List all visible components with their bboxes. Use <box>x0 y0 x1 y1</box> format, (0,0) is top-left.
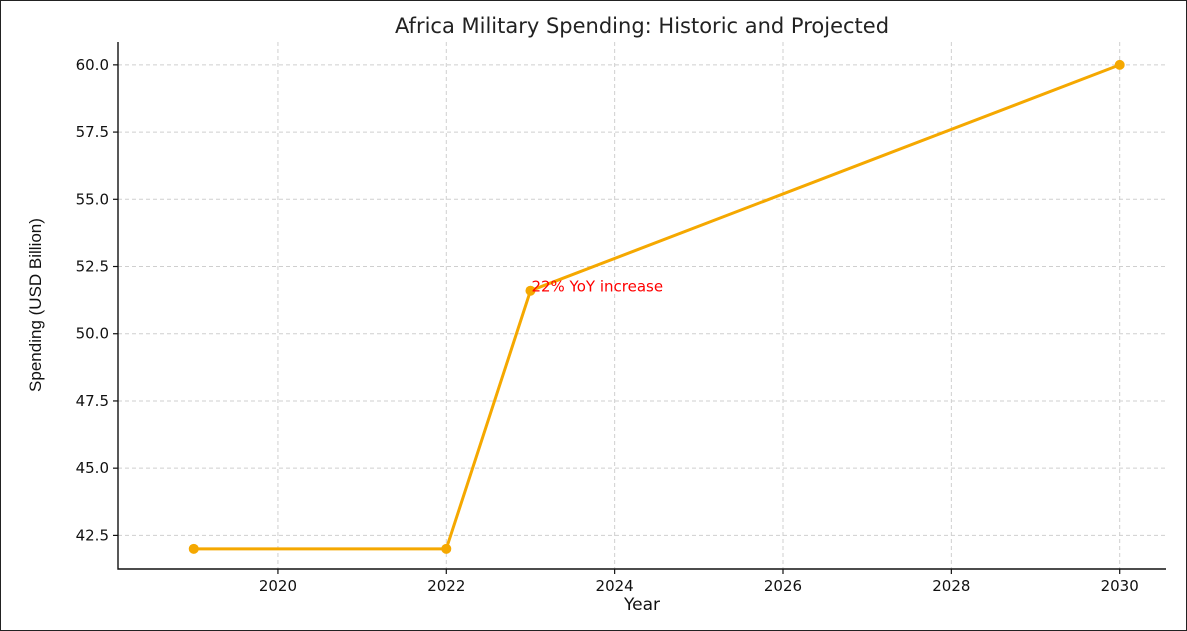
data-point <box>1114 59 1125 70</box>
x-tick-label: 2022 <box>427 577 465 595</box>
annotations: 22% YoY increase <box>531 278 663 296</box>
data-point <box>188 543 199 554</box>
series-layer <box>188 59 1125 554</box>
y-tick-label: 50.0 <box>76 325 109 343</box>
x-tick-label: 2020 <box>259 577 297 595</box>
x-axis-title: Year <box>623 595 660 615</box>
y-tick-label: 42.5 <box>76 526 109 544</box>
y-tick-label: 55.0 <box>76 190 109 208</box>
y-tick-label: 47.5 <box>76 392 109 410</box>
y-tick-label: 45.0 <box>76 459 109 477</box>
data-point <box>441 543 452 554</box>
chart-title: Africa Military Spending: Historic and P… <box>395 14 889 38</box>
axis-spines <box>117 42 1166 570</box>
y-axis-title: Spending (USD Billion) <box>26 218 45 392</box>
y-tick-label: 57.5 <box>76 123 109 141</box>
y-tick-label: 60.0 <box>76 56 109 74</box>
x-tick-label: 2024 <box>596 577 634 595</box>
x-tick-label: 2026 <box>764 577 802 595</box>
grid <box>118 42 1166 569</box>
data-point <box>525 285 536 296</box>
x-tick-label: 2028 <box>932 577 970 595</box>
x-tick-label: 2030 <box>1101 577 1139 595</box>
axes: 2020 2022 2024 2026 2028 2030 42.5 45.0 47.5 50.0… <box>76 42 1166 595</box>
series-line <box>192 63 1122 551</box>
annotation-label: 22% YoY increase <box>531 278 663 296</box>
y-tick-label: 52.5 <box>76 258 109 276</box>
